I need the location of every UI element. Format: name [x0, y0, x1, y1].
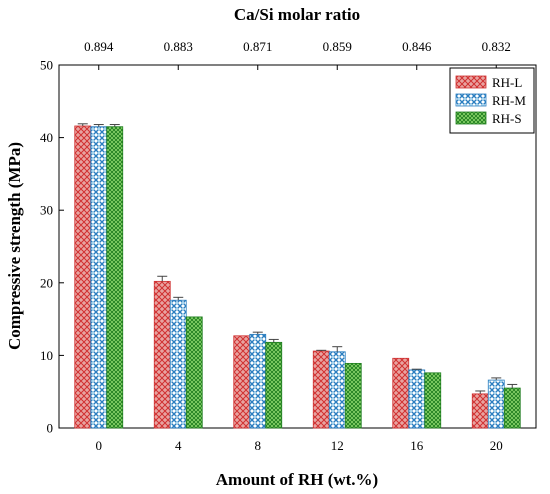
bar-rh-m — [328, 351, 346, 429]
bars — [74, 123, 521, 429]
bar-rh-l — [312, 350, 330, 429]
y-tick-label: 30 — [40, 203, 53, 218]
legend-label: RH-S — [492, 111, 522, 126]
bar-rh-s — [265, 341, 283, 429]
legend-swatch — [455, 111, 487, 125]
x-tick-label: 4 — [175, 438, 182, 453]
top-tick-label: 0.894 — [84, 39, 114, 54]
bar-rh-s — [503, 387, 521, 429]
top-axis-title: Ca/Si molar ratio — [234, 5, 360, 24]
top-tick-label: 0.832 — [482, 39, 511, 54]
bar-rh-m — [487, 379, 505, 429]
bar-rh-s — [106, 126, 124, 429]
x-tick-label: 20 — [490, 438, 503, 453]
bar-rh-s — [344, 362, 362, 429]
legend-swatch — [455, 93, 487, 107]
bar-rh-m — [249, 333, 267, 429]
x-axis: 0 4 8 12 16 20 — [96, 423, 503, 453]
bar-rh-l — [74, 125, 92, 429]
x-tick-label: 0 — [96, 438, 103, 453]
x-tick-label: 8 — [255, 438, 262, 453]
x-axis-title: Amount of RH (wt.%) — [216, 470, 378, 489]
top-tick-label: 0.846 — [402, 39, 432, 54]
legend-swatch — [455, 75, 487, 89]
x-tick-label: 16 — [410, 438, 424, 453]
bar-rh-s — [185, 316, 203, 429]
top-tick-label: 0.883 — [164, 39, 193, 54]
y-tick-label: 0 — [47, 421, 54, 436]
y-tick-label: 50 — [40, 58, 53, 73]
y-tick-label: 10 — [40, 348, 53, 363]
y-tick-label: 20 — [40, 275, 53, 290]
legend-label: RH-L — [492, 75, 522, 90]
legend: RH-L RH-M RH-S — [449, 67, 535, 134]
plot-frame — [58, 64, 537, 429]
y-axis: 0 10 20 30 40 50 — [40, 58, 64, 436]
y-axis-title: Compressive strength (MPa) — [5, 142, 24, 350]
bar-rh-m — [408, 369, 426, 429]
bar-rh-m — [90, 126, 108, 429]
x-tick-label: 12 — [331, 438, 344, 453]
bar-rh-l — [392, 357, 410, 429]
bar-rh-l — [153, 280, 171, 429]
top-tick-label: 0.859 — [323, 39, 352, 54]
bar-rh-l — [233, 335, 251, 429]
bar-rh-s — [424, 372, 442, 429]
bar-rh-m — [169, 299, 187, 429]
legend-label: RH-M — [492, 93, 526, 108]
top-axis: 0.894 0.883 0.871 0.859 0.846 0.832 — [84, 39, 511, 70]
bar-rh-l — [471, 393, 489, 429]
y-tick-label: 40 — [40, 130, 53, 145]
top-tick-label: 0.871 — [243, 39, 272, 54]
